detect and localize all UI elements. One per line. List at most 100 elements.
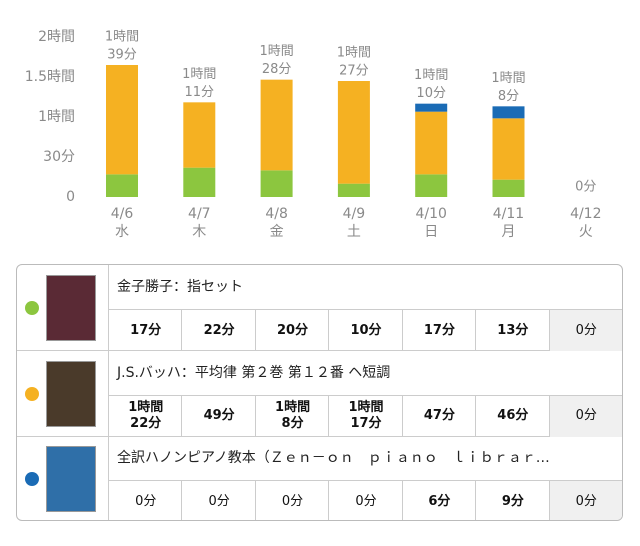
x-tick-label: 4/10 [415,206,446,222]
book-title: 金子勝子：指セット [117,279,243,295]
cell-text: 0分 [135,493,157,509]
divider [108,350,109,436]
x-tick-label: 4/9 [343,206,366,222]
time-cell: 17分 [401,309,477,351]
x-tick-label: 4/11 [493,206,524,222]
time-cell: 6分 [401,480,477,520]
total-label: 1時間 [414,68,448,83]
time-cell: 0分 [548,394,622,437]
total-label: 1時間 [105,30,139,45]
cell-text: 47分 [423,408,455,423]
time-cell: 1時間 8分 [254,394,330,437]
time-cell: 17分 [108,309,183,351]
cell-text: 0分 [355,493,377,509]
time-cell: 47分 [401,394,477,437]
cell-text: 0分 [575,322,597,338]
bar-segment [415,111,448,175]
cell-text: 46分 [497,408,529,423]
book-cover [46,275,96,341]
cell-text: 1時間 [348,400,384,415]
time-cell: 13分 [475,309,550,351]
cell-text: 0分 [575,408,597,423]
bar-segment [492,179,525,197]
cell-text: 22分 [130,416,162,431]
cell-text: 9分 [501,493,524,509]
cell-text: 0分 [575,493,597,509]
total-label: 28分 [262,62,292,77]
time-cell: 49分 [181,394,256,437]
bar-segment [492,106,525,119]
time-cell: 20分 [254,309,330,351]
book-cover [46,360,96,427]
total-label: 0分 [575,180,596,195]
total-label: 8分 [498,89,519,104]
legend-dot [25,386,39,401]
cell-text: 0分 [208,493,230,509]
bar-segment [415,103,448,112]
time-cell: 0分 [548,480,622,520]
cell-text: 1時間 [128,400,164,415]
x-tick-label: 4/7 [188,206,211,222]
cell-text: 0分 [281,493,304,509]
cell-text: 6分 [428,493,451,509]
time-cell: 46分 [475,394,550,437]
book-row: 金子勝子：指セット 17分 22分 20分 10分 17分 13分 0分 [17,265,622,351]
x-sub-label: 月 [502,224,516,240]
total-label: 10分 [416,86,446,101]
total-label: 1時間 [491,71,525,86]
x-tick-label: 4/8 [265,206,288,222]
total-label: 11分 [185,85,215,100]
time-cell: 1時間 22分 [108,394,183,437]
y-tick-label: 1.5時間 [25,69,75,85]
divider [108,436,109,520]
cell-text: 49分 [203,408,235,423]
legend-dot [25,301,39,315]
x-sub-label: 日 [424,224,438,240]
cell-text: 17分 [130,322,162,338]
y-tick-label: 0 [66,189,75,205]
bar-segment [106,65,138,175]
bar-segment [260,170,293,197]
y-tick-label: 2時間 [38,29,75,45]
book-cover [46,446,96,512]
y-tick-label: 30分 [43,149,75,165]
bar-segment [337,183,370,197]
time-cell: 9分 [475,480,550,520]
x-sub-label: 金 [270,224,284,240]
total-label: 1時間 [259,44,293,59]
cell-text: 13分 [497,322,529,338]
divider [108,265,109,350]
total-label: 39分 [107,48,137,63]
book-row: 全訳ハノンピアノ教本（Ｚｅｎ－ｏｎ ｐｉａｎｏ ｌｉｂｒａｒ… 0分 0分 0分 0分 6… [17,436,622,520]
cell-text: 8分 [281,416,304,431]
time-cell: 10分 [328,309,403,351]
legend-dot [25,472,39,486]
total-label: 1時間 [182,67,216,82]
cell-text: 17分 [350,416,382,431]
book-title: J.S.バッハ：平均律 第２巻 第１２番 ヘ短調 [117,364,391,381]
chart: 0 30分 1時間 1.5時間 2時間 1時間 39分 4/6 水 1時間 11分 4/7 木 1時間 28… [25,29,602,240]
time-cell: 0分 [108,480,183,520]
time-cell: 0分 [328,480,403,520]
cell-text: 10分 [350,322,382,338]
time-cell: 22分 [181,309,256,351]
x-sub-label: 火 [579,224,593,240]
total-label: 1時間 [337,46,371,61]
bar-segment [337,81,370,184]
y-tick-label: 1時間 [38,109,75,125]
time-cell: 0分 [254,480,330,520]
x-tick-label: 4/12 [570,206,601,222]
bar-segment [492,118,525,180]
cell-text: 20分 [277,322,309,338]
cell-text: 1時間 [275,400,311,415]
cell-text: 17分 [423,322,455,338]
time-cell: 0分 [181,480,256,520]
x-sub-label: 木 [192,224,206,240]
book-row: J.S.バッハ：平均律 第２巻 第１２番 ヘ短調 1時間 22分 49分 1時間 8分 1時… [17,350,622,437]
bar-segment [106,174,138,197]
bar-segment [260,79,293,171]
x-tick-label: 4/6 [111,206,134,222]
book-title: 全訳ハノンピアノ教本（Ｚｅｎ－ｏｎ ｐｉａｎｏ ｌｉｂｒａｒ… [117,450,550,466]
cell-text: 22分 [203,322,235,338]
